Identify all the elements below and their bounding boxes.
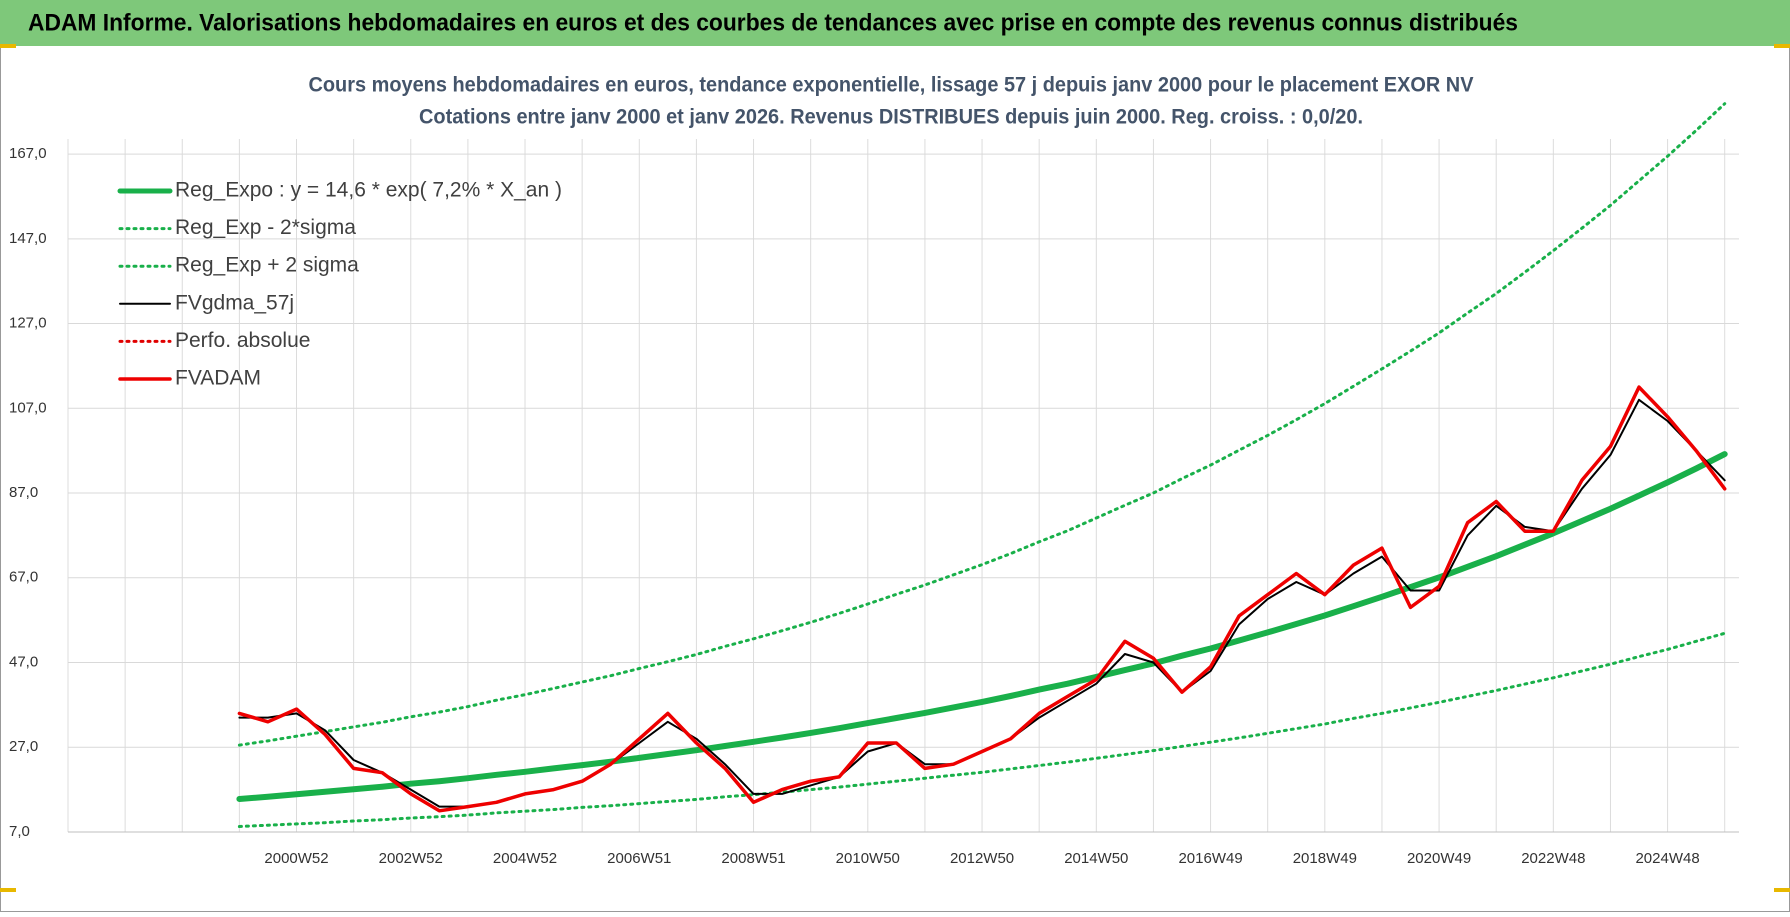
legend-label: Perfo. absolue [175, 329, 310, 352]
corner-mark [0, 888, 16, 892]
legend-label: Reg_Exp + 2 sigma [175, 254, 359, 277]
x-tick-label: 2016W49 [1178, 850, 1242, 867]
x-tick-label: 2008W51 [721, 850, 785, 867]
legend-label: Reg_Exp - 2*sigma [175, 216, 356, 239]
y-tick-label: 127,0 [9, 315, 47, 332]
x-tick-label: 2014W50 [1064, 850, 1128, 867]
y-tick-label: 27,0 [9, 738, 38, 755]
x-tick-label: 2006W51 [607, 850, 671, 867]
x-tick-label: 2000W52 [264, 850, 328, 867]
y-tick-label: 67,0 [9, 569, 38, 586]
header-title: ADAM Informe. Valorisations hebdomadaire… [28, 9, 1518, 36]
series-line [237, 385, 1727, 813]
chart-subtitle: Cotations entre janv 2000 et janv 2026. … [419, 106, 1363, 129]
header-bar [0, 0, 1790, 46]
y-tick-label: 7,0 [9, 823, 30, 840]
x-tick-label: 2010W50 [836, 850, 900, 867]
x-tick-label: 2012W50 [950, 850, 1014, 867]
series-line [237, 631, 1727, 828]
x-tick-label: 2002W52 [379, 850, 443, 867]
series-line [236, 451, 1728, 802]
x-tick-label: 2024W48 [1635, 850, 1699, 867]
legend-label: FVgdma_57j [175, 291, 294, 314]
series-line [237, 102, 1727, 747]
y-tick-label: 87,0 [9, 484, 38, 501]
corner-mark [1774, 888, 1790, 892]
corner-mark [1774, 44, 1790, 48]
legend-label: Reg_Expo : y = 14,6 * exp( 7,2% * X_an ) [175, 179, 562, 202]
chart-title: Cours moyens hebdomadaires en euros, ten… [309, 74, 1474, 97]
y-tick-label: 167,0 [9, 145, 47, 162]
x-tick-label: 2020W49 [1407, 850, 1471, 867]
x-tick-label: 2018W49 [1293, 850, 1357, 867]
y-tick-label: 47,0 [9, 653, 38, 670]
plot-area: 7,0 27,0 47,0 67,0 87,0 107,0 127,0 147,0 167,0 2… [9, 102, 1739, 867]
corner-mark [0, 44, 16, 48]
x-tick-label: 2004W52 [493, 850, 557, 867]
y-tick-label: 147,0 [9, 230, 47, 247]
y-tick-label: 107,0 [9, 399, 47, 416]
legend-label: FVADAM [175, 367, 261, 390]
x-tick-label: 2022W48 [1521, 850, 1585, 867]
